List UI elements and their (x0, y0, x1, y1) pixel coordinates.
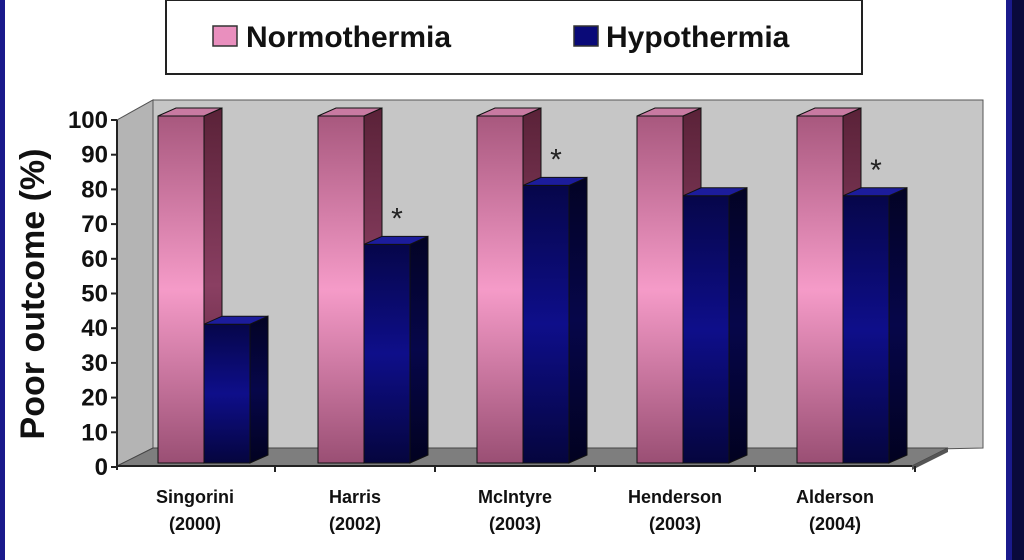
bar-front-face (522, 184, 570, 464)
bar-front-face (203, 323, 251, 464)
y-tick-label: 20 (81, 385, 108, 412)
chart-side-wall (116, 99, 154, 467)
y-tick-label: 40 (81, 315, 108, 342)
bar-front-face (796, 115, 844, 464)
x-category-label: (2002) (329, 514, 381, 534)
significance-asterisk: * (550, 143, 562, 176)
bar-top-face (203, 315, 269, 325)
bar-hypothermia-henderson (682, 187, 748, 464)
y-tick-label: 90 (81, 142, 108, 169)
bar-top-face (796, 107, 862, 117)
bar-top-face (157, 107, 223, 117)
bar-front-face (476, 115, 524, 464)
legend-box (165, 0, 863, 75)
category-labels: Singorini (2000) Harris (2002) McIntyre (2003… (156, 466, 916, 534)
bar-side-face (888, 187, 908, 464)
y-tick-label: 0 (95, 454, 108, 481)
y-tick-label: 70 (81, 211, 108, 238)
y-tick-label: 80 (81, 176, 108, 203)
bars: * * * (157, 107, 908, 464)
bar-top-face (636, 107, 702, 117)
bar-front-face (842, 195, 890, 464)
bar-top-face (842, 187, 908, 197)
bar-hypothermia-harris (363, 235, 429, 464)
bar-top-face (522, 176, 588, 186)
legend-label-hypothermia: Hypothermia (606, 21, 790, 54)
chart-floor-edge (912, 448, 948, 470)
y-tick-label: 50 (81, 281, 108, 308)
bar-side-face (249, 315, 269, 464)
legend: Normothermia Hypothermia (165, 0, 863, 75)
bar-top-face (317, 107, 383, 117)
x-category-label: (2000) (169, 514, 221, 534)
y-tick-label: 60 (81, 246, 108, 273)
y-axis-label: Poor outcome (%) (14, 149, 52, 440)
bar-hypothermia-mcintyre (522, 176, 588, 464)
x-category-label: McIntyre (478, 487, 552, 507)
page-border-dark (1012, 0, 1024, 560)
bar-top-face (682, 187, 748, 197)
bar-side-face (568, 176, 588, 464)
x-category-label: (2004) (809, 514, 861, 534)
legend-label-normothermia: Normothermia (246, 21, 451, 54)
bar-front-face (157, 115, 205, 464)
y-tick-label: 100 (68, 107, 108, 134)
x-category-label: Singorini (156, 487, 234, 507)
x-category-label: Harris (329, 487, 381, 507)
x-category-label: Henderson (628, 487, 722, 507)
bar-side-face (728, 187, 748, 464)
bar-front-face (317, 115, 365, 464)
significance-asterisk: * (391, 202, 403, 235)
bar-hypothermia-alderson (842, 187, 908, 464)
bar-front-face (682, 195, 730, 464)
bar-top-face (476, 107, 542, 117)
significance-asterisk: * (870, 154, 882, 187)
bar-front-face (636, 115, 684, 464)
legend-swatch-hypothermia (573, 25, 599, 47)
y-tick-label: 30 (81, 350, 108, 377)
bar-top-face (363, 235, 429, 245)
page-border-left (0, 0, 5, 560)
x-category-label: (2003) (489, 514, 541, 534)
bar-hypothermia-singorini (203, 315, 269, 464)
y-axis-ticks: 0 10 20 30 40 50 60 70 80 90 100 (68, 107, 117, 481)
legend-swatch-normothermia (212, 25, 238, 47)
y-tick-label: 10 (81, 419, 108, 446)
x-category-label: Alderson (796, 487, 874, 507)
bar-front-face (363, 243, 411, 464)
x-category-label: (2003) (649, 514, 701, 534)
bar-side-face (409, 235, 429, 464)
page-border-stripe (1006, 0, 1012, 560)
